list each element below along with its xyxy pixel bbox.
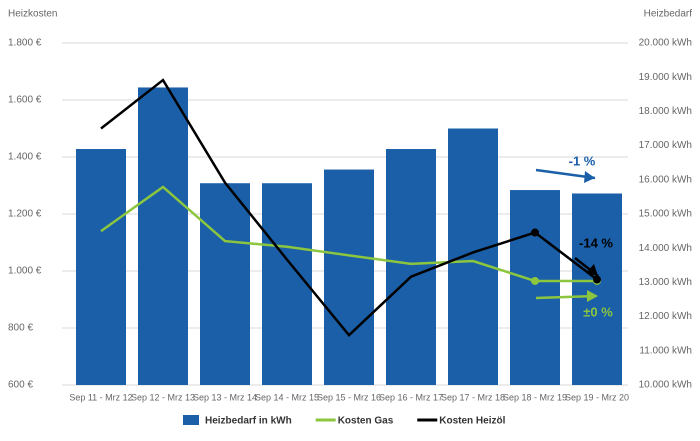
point-marker <box>531 276 539 285</box>
bar <box>448 128 498 385</box>
x-tick-label: Sep 11 - Mrz 12 <box>69 392 132 402</box>
x-tick-label: Sep 12 - Mrz 13 <box>131 392 195 402</box>
bar <box>386 149 436 385</box>
annotation-arrow <box>535 294 597 300</box>
x-tick-label: Sep 19 - Mrz 20 <box>565 392 629 402</box>
y2-tick-label: 11.000 kWh <box>639 345 692 356</box>
annotation-arrowhead <box>587 290 598 302</box>
y2-tick-label: 17.000 kWh <box>639 140 692 151</box>
y2-tick-label: 18.000 kWh <box>639 106 692 117</box>
annotation: ±0 % <box>583 304 613 319</box>
annotation-arrowhead <box>584 171 595 183</box>
y2-tick-label: 20.000 kWh <box>639 38 692 49</box>
x-tick-label: Sep 16 - Mrz 17 <box>379 392 443 402</box>
bar <box>138 87 188 386</box>
x-tick-label: Sep 17 - Mrz 18 <box>441 392 505 402</box>
y-tick-label: 1.800 € <box>8 38 42 49</box>
line <box>100 185 597 283</box>
bar <box>324 169 374 385</box>
y2-tick-label: 19.000 kWh <box>639 72 692 83</box>
y-tick-label: 800 € <box>8 323 33 334</box>
y2-tick-label: 15.000 kWh <box>639 209 692 220</box>
legend-label: Kosten Gas <box>338 416 394 427</box>
y-axis-label: Heizkosten <box>8 9 57 20</box>
bar <box>200 183 250 385</box>
annotation-arrowhead <box>586 264 598 276</box>
x-tick-label: Sep 13 - Mrz 14 <box>193 392 257 402</box>
line <box>100 78 598 337</box>
legend-swatch <box>183 415 199 425</box>
y-tick-label: 600 € <box>8 380 33 391</box>
legend-label: Heizbedarf in kWh <box>205 416 292 427</box>
x-tick-label: Sep 14 - Mrz 15 <box>255 392 319 402</box>
annotation: -14 % <box>579 235 613 250</box>
legend-label: Kosten Heizöl <box>439 416 505 427</box>
y2-tick-label: 12.000 kWh <box>639 311 692 322</box>
y2-tick-label: 10.000 kWh <box>639 380 692 391</box>
y2-tick-label: 14.000 kWh <box>639 243 692 254</box>
y-tick-label: 1.400 € <box>8 152 42 163</box>
x-tick-label: Sep 15 - Mrz 16 <box>317 392 381 402</box>
y-tick-label: 1.200 € <box>8 209 42 220</box>
y-tick-label: 1.000 € <box>8 266 42 277</box>
x-tick-label: Sep 18 - Mrz 19 <box>503 392 567 402</box>
y2-axis-label: Heizbedarf <box>644 9 693 20</box>
bar <box>76 149 126 385</box>
bar <box>262 183 312 385</box>
bar <box>572 193 622 385</box>
annotation: -1 % <box>569 153 596 168</box>
point-marker <box>593 275 601 284</box>
y2-tick-label: 16.000 kWh <box>639 174 692 185</box>
point-marker <box>531 228 539 237</box>
y-tick-label: 1.600 € <box>8 95 42 106</box>
y2-tick-label: 13.000 kWh <box>639 277 692 288</box>
bar <box>510 190 560 385</box>
